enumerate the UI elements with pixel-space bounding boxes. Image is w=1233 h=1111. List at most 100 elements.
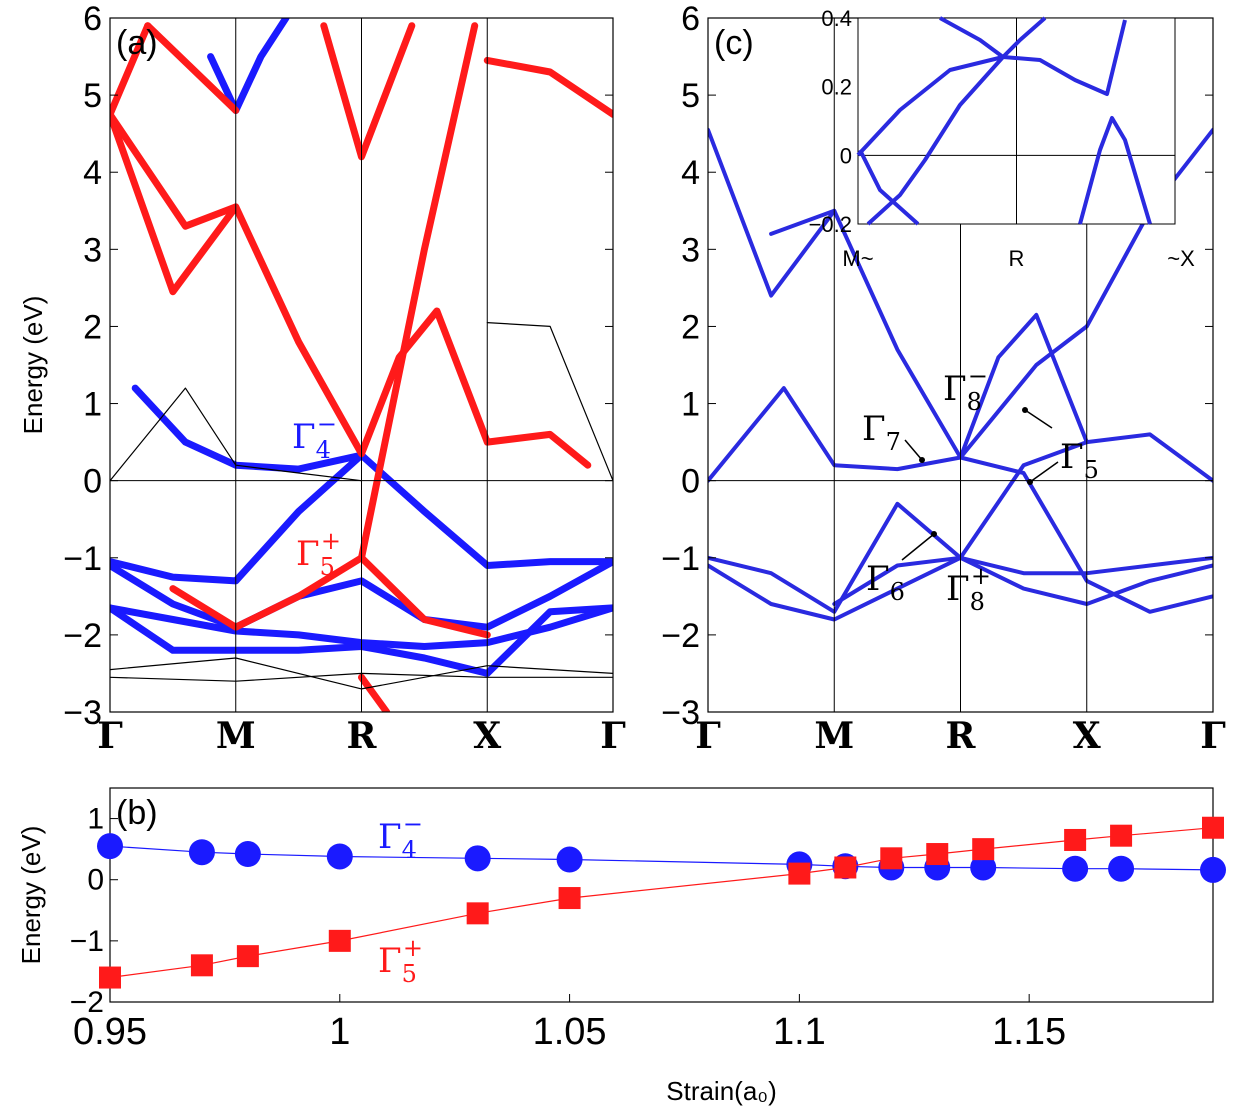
kpoint-label: Γ	[600, 715, 626, 757]
panel-b-strain-plot: 0.95 1 1.05 1.1 1.15 1 0 −1 −2 (b) Strain(a₀) Energ…	[16, 787, 1226, 1106]
y-tick-label: 3	[83, 231, 102, 269]
y-tick-label: 0	[681, 463, 700, 501]
arrow-head	[1022, 407, 1028, 413]
y-tick-label: −3	[661, 694, 700, 732]
kpoint-label: M	[814, 715, 854, 757]
y-tick-label: 4	[681, 154, 700, 192]
data-point-square	[788, 862, 811, 885]
inset-y-tick-label: −0.2	[809, 212, 852, 237]
inset-y-tick-label: 0.2	[821, 75, 852, 100]
band-line-9	[320, 22, 416, 161]
band-line-7	[110, 110, 240, 296]
data-point-square	[236, 945, 259, 968]
axes-frame	[109, 787, 1214, 1003]
gamma7-label: Γ7	[862, 409, 901, 456]
y-tick-label: 2	[83, 308, 102, 346]
annotation-arrow	[904, 439, 923, 461]
gamma5-label-symbol: Γ	[1060, 437, 1084, 477]
inset-y-tick-label: 0.4	[821, 6, 852, 31]
data-point-circle	[464, 845, 491, 872]
y-tick-label: 4	[83, 154, 102, 192]
inset-kpoint-label: M~	[842, 246, 873, 271]
gamma7-label-symbol: Γ	[862, 409, 886, 449]
annotation-arrow	[901, 533, 935, 561]
data-point-square	[1202, 816, 1224, 839]
gamma5-label: Γ5	[1060, 437, 1099, 484]
inset-band-1	[866, 55, 1005, 226]
y-tick-label: 6	[83, 0, 102, 38]
axes-frame	[109, 17, 614, 713]
gamma4-minus-label: Γ4−	[378, 810, 423, 864]
y-tick-label: 1	[681, 386, 700, 424]
gamma6-label-sub: 6	[890, 578, 905, 606]
band-line-6	[769, 208, 837, 236]
y-tick-label: −2	[70, 986, 104, 1019]
y-tick-label: −2	[63, 617, 102, 655]
data-point-square	[1064, 828, 1087, 851]
y-tick-label: 1	[87, 803, 104, 836]
y-tick-label: 1	[83, 386, 102, 424]
x-axis-label: Strain(a₀)	[666, 1076, 777, 1106]
gamma4-minus-label-symbol: Γ	[378, 817, 402, 857]
gamma8-plus-label-sub: 8	[970, 588, 985, 616]
gamma8-minus-label-sub: 8	[967, 388, 982, 416]
data-point-square	[1110, 824, 1133, 847]
gamma4-minus-label-sup: −	[317, 410, 337, 438]
annotation-arrow	[1024, 409, 1053, 429]
gamma8-minus-label-sup: −	[968, 362, 988, 390]
inset-band-4	[858, 149, 920, 226]
band-line-14	[358, 673, 391, 712]
gamma6-label: Γ6	[866, 559, 905, 606]
kpoint-label: X	[473, 715, 501, 757]
data-point-circle	[97, 833, 123, 860]
gamma5-plus-label: Γ5+	[378, 934, 423, 988]
band-line-12	[358, 22, 479, 562]
gamma8-minus-label: Γ8−	[943, 362, 988, 416]
panel-label: (b)	[116, 794, 158, 832]
x-tick-label: 1	[329, 1011, 350, 1053]
kpoint-label: M	[216, 715, 256, 757]
data-point-square	[972, 838, 995, 861]
y-axis-label: Energy (eV)	[18, 296, 48, 435]
kpoint-label: Γ	[695, 715, 721, 757]
gamma8-plus-label-symbol: Γ	[946, 569, 970, 609]
band-line-18	[486, 322, 613, 482]
arrow-head	[1027, 479, 1033, 485]
gamma5-plus-label-sup: +	[321, 527, 341, 555]
gamma5-plus-label-sup: +	[403, 934, 423, 962]
kpoint-label: R	[347, 715, 378, 757]
inset-kpoint-label: R	[1009, 246, 1025, 271]
data-point-square	[190, 954, 213, 977]
inset-kpoint-label: ~X	[1167, 246, 1195, 271]
band-line-4	[832, 555, 1213, 606]
data-point-circle	[556, 846, 583, 873]
data-point-circle	[326, 843, 353, 870]
y-tick-label: 6	[681, 0, 700, 38]
data-point-square	[99, 966, 121, 989]
gamma5-plus-label-sub: 5	[320, 553, 335, 581]
annotation-arrow	[1029, 461, 1059, 483]
kpoint-label: X	[1073, 715, 1101, 757]
gamma5-label-sub: 5	[1084, 456, 1099, 484]
inset-band-2	[939, 16, 1047, 59]
x-tick-label: 1.15	[992, 1011, 1066, 1053]
y-tick-label: 0	[87, 864, 104, 897]
y-tick-label: −2	[661, 617, 700, 655]
data-point-circle	[970, 854, 997, 881]
gamma8-minus-label-symbol: Γ	[943, 369, 967, 409]
band-line-0	[708, 127, 1213, 483]
series-line-1	[109, 827, 1214, 979]
gamma4-minus-label-sup: −	[403, 810, 423, 838]
data-point-square	[926, 843, 949, 866]
panel-label: (c)	[714, 24, 754, 62]
gamma8-plus-label-sup: +	[971, 562, 991, 590]
y-tick-label: −1	[63, 540, 102, 578]
band-line-6	[110, 110, 592, 469]
data-point-square	[558, 887, 581, 910]
gamma7-label-sub: 7	[886, 428, 901, 456]
band-line-10	[110, 22, 152, 118]
gamma6-label-symbol: Γ	[866, 559, 890, 599]
band-line-8	[144, 22, 240, 114]
